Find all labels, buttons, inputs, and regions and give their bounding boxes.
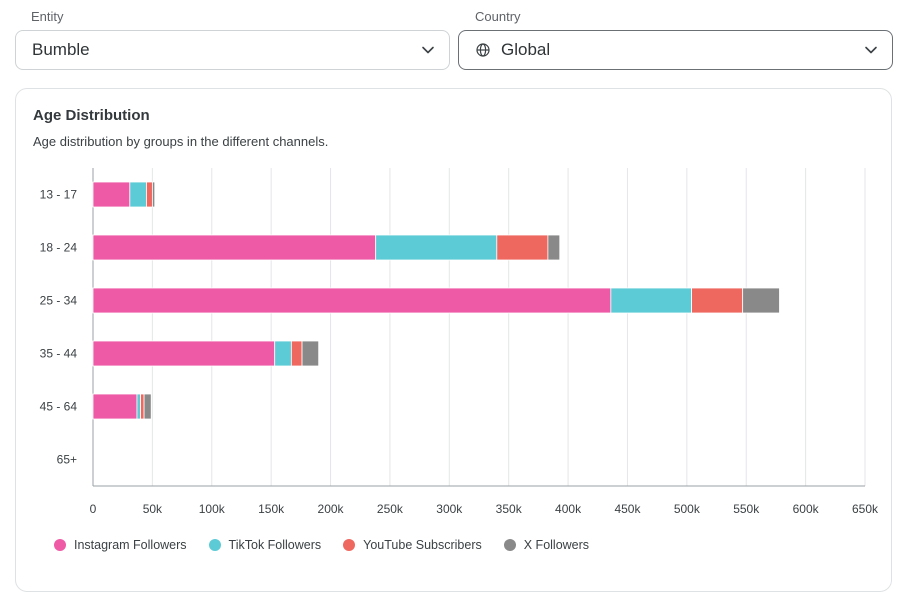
bar-x-followers bbox=[151, 181, 156, 208]
bar-tiktok-followers bbox=[375, 234, 498, 261]
y-tick-label: 45 - 64 bbox=[40, 400, 78, 414]
x-tick-label: 600k bbox=[793, 502, 820, 516]
chevron-down-icon bbox=[864, 43, 878, 57]
legend-label: Instagram Followers bbox=[74, 538, 187, 552]
bar-x-followers bbox=[143, 393, 152, 420]
x-tick-label: 350k bbox=[496, 502, 523, 516]
x-tick-label: 150k bbox=[258, 502, 285, 516]
legend-item[interactable]: Instagram Followers bbox=[54, 538, 187, 552]
globe-icon bbox=[475, 42, 491, 58]
legend-item[interactable]: TikTok Followers bbox=[208, 538, 322, 552]
x-tick-label: 400k bbox=[555, 502, 582, 516]
bar-x-followers bbox=[742, 287, 780, 314]
legend-dot-icon bbox=[54, 539, 66, 551]
legend-label: YouTube Subscribers bbox=[363, 538, 482, 552]
x-tick-label: 550k bbox=[733, 502, 760, 516]
card-subtitle: Age distribution by groups in the differ… bbox=[33, 134, 329, 149]
entity-select[interactable]: Bumble bbox=[15, 30, 450, 70]
y-tick-label: 18 - 24 bbox=[40, 241, 78, 255]
legend-label: TikTok Followers bbox=[228, 538, 322, 552]
chevron-down-icon bbox=[421, 43, 435, 57]
bar-tiktok-followers bbox=[129, 181, 147, 208]
x-tick-label: 100k bbox=[199, 502, 226, 516]
y-tick-label: 13 - 17 bbox=[40, 188, 78, 202]
y-tick-label: 65+ bbox=[57, 453, 77, 467]
bar-youtube-subscribers bbox=[140, 393, 145, 420]
entity-value: Bumble bbox=[32, 40, 90, 59]
card-title: Age Distribution bbox=[33, 107, 150, 124]
bar-x-followers bbox=[547, 234, 561, 261]
legend-dot-icon bbox=[208, 539, 221, 551]
bar-youtube-subscribers bbox=[496, 234, 549, 261]
x-tick-label: 300k bbox=[436, 502, 463, 516]
y-tick-label: 35 - 44 bbox=[40, 347, 78, 361]
x-tick-label: 500k bbox=[674, 502, 701, 516]
bar-tiktok-followers bbox=[274, 340, 292, 367]
bar-x-followers bbox=[301, 340, 320, 367]
bar-instagram-followers bbox=[92, 234, 377, 261]
x-tick-label: 450k bbox=[614, 502, 641, 516]
legend-item[interactable]: X Followers bbox=[503, 538, 590, 552]
bar-youtube-subscribers bbox=[691, 287, 744, 314]
bar-youtube-subscribers bbox=[146, 181, 153, 208]
bar-instagram-followers bbox=[92, 287, 612, 314]
bar-instagram-followers bbox=[92, 340, 276, 367]
bar-youtube-subscribers bbox=[290, 340, 303, 367]
bar-tiktok-followers bbox=[610, 287, 692, 314]
x-tick-label: 250k bbox=[377, 502, 404, 516]
x-tick-label: 50k bbox=[143, 502, 163, 516]
bar-instagram-followers bbox=[92, 181, 131, 208]
country-value: Global bbox=[501, 40, 551, 59]
legend-label: X Followers bbox=[523, 538, 590, 552]
bar-tiktok-followers bbox=[136, 393, 141, 420]
age-distribution-card: Age Distribution Age distribution by gro… bbox=[15, 88, 892, 592]
legend-dot-icon bbox=[343, 539, 356, 551]
y-tick-label: 25 - 34 bbox=[40, 294, 78, 308]
bar-instagram-followers bbox=[92, 393, 138, 420]
legend-dot-icon bbox=[503, 539, 516, 551]
country-select[interactable]: Global bbox=[458, 30, 893, 70]
x-tick-label: 0 bbox=[90, 502, 97, 516]
legend-item[interactable]: YouTube Subscribers bbox=[343, 538, 482, 552]
country-label: Country bbox=[475, 9, 521, 24]
age-distribution-chart: 0 50k 100k 150k 200k 250k 300k 350k 400k 450k 500k… bbox=[40, 168, 879, 516]
x-tick-label: 650k bbox=[852, 502, 879, 516]
chart-legend: Instagram Followers TikTok Followers YouTu… bbox=[54, 538, 611, 552]
entity-label: Entity bbox=[31, 9, 64, 24]
x-tick-label: 200k bbox=[318, 502, 345, 516]
